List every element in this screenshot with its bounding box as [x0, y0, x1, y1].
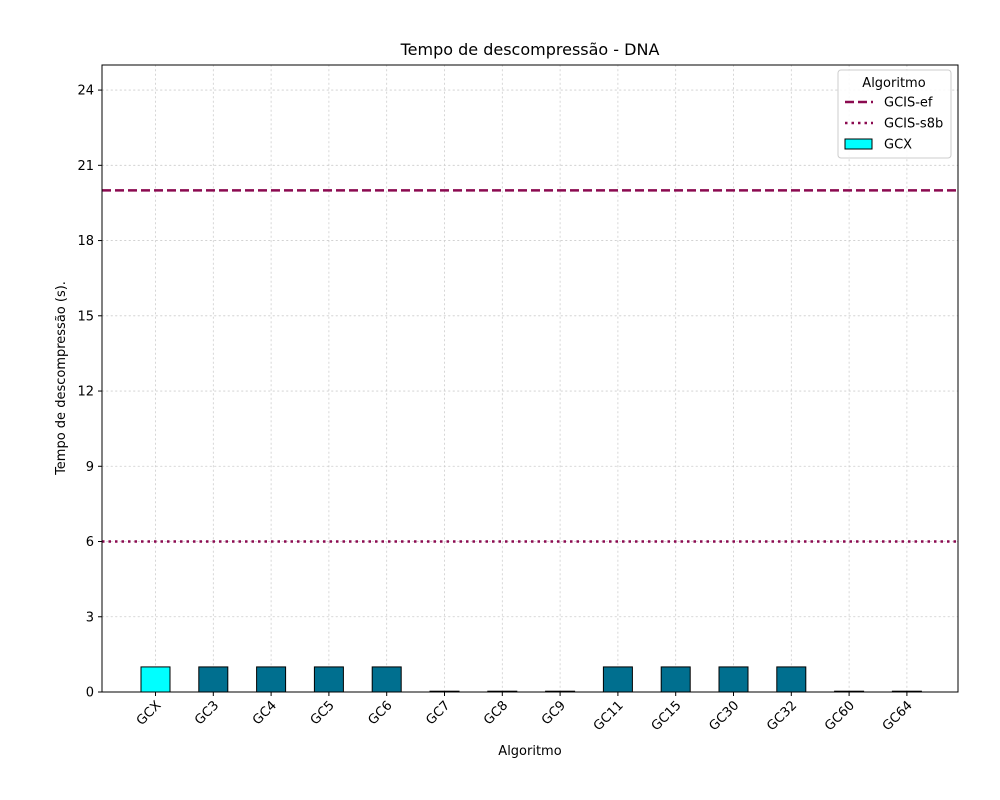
x-tick-label: GC9 [539, 698, 569, 728]
bar-gc11 [602, 666, 633, 693]
x-tick-label: GC64 [880, 698, 916, 734]
legend-entry-label: GCIS-s8b [884, 117, 943, 132]
x-tick-label: GC8 [481, 698, 511, 728]
x-tick-label: GC32 [764, 698, 800, 734]
x-tick-label: GC15 [649, 698, 685, 734]
bar-gc15 [660, 666, 691, 693]
bar-gc5 [313, 666, 344, 693]
x-tick-label: GCX [134, 698, 165, 729]
grid [101, 64, 959, 693]
bar-gc3 [198, 666, 229, 693]
x-tick-label: GC5 [308, 698, 338, 728]
y-tick-label: 9 [86, 460, 94, 475]
x-tick-label: GC30 [706, 698, 742, 734]
legend-box [837, 69, 952, 159]
y-tick-label: 18 [77, 234, 94, 249]
bar-gc32 [776, 666, 807, 693]
y-tick-label: 12 [77, 385, 94, 400]
x-axis-label: Algoritmo [498, 744, 561, 759]
legend-entry-label: GCIS-ef [884, 96, 933, 111]
y-tick-label: 0 [86, 686, 94, 701]
bar-gc4 [256, 666, 287, 693]
x-tick-label: GC60 [822, 698, 858, 734]
y-tick-label: 6 [86, 535, 94, 550]
y-tick-label: 24 [77, 84, 94, 99]
y-tick-label: 3 [86, 610, 94, 625]
plot-frame [101, 64, 959, 693]
chart-title: Tempo de descompressão - DNA [400, 40, 660, 59]
x-axis: GCX GC3 GC4 GC5 GC6 GC7 GC8 GC9 GC11 GC15 GC30 GC32… [134, 692, 916, 734]
reference-lines [102, 189, 958, 543]
y-axis-label: Tempo de descompressão (s). [54, 281, 69, 476]
bars [140, 666, 922, 693]
x-tick-label: GC7 [423, 698, 453, 728]
legend-entry-label: GCX [884, 138, 912, 153]
bar-gc30 [718, 666, 749, 693]
bar-gcx [140, 666, 171, 693]
x-tick-label: GC4 [250, 698, 280, 728]
y-tick-label: 15 [77, 309, 94, 324]
legend-title: Algoritmo [862, 76, 925, 91]
y-tick-label: 21 [77, 159, 94, 174]
x-tick-label: GC11 [591, 698, 627, 734]
y-axis: 0 3 6 9 12 15 18 21 24 [77, 84, 102, 701]
legend-patch [844, 138, 873, 150]
legend-entries: GCIS-ef GCIS-s8b GCX [844, 96, 943, 153]
bar-gc6 [371, 666, 402, 693]
x-tick-label: GC3 [192, 698, 222, 728]
x-tick-label: GC6 [366, 698, 396, 728]
legend: Algoritmo GCIS-ef GCIS-s8b GCX [837, 69, 952, 159]
